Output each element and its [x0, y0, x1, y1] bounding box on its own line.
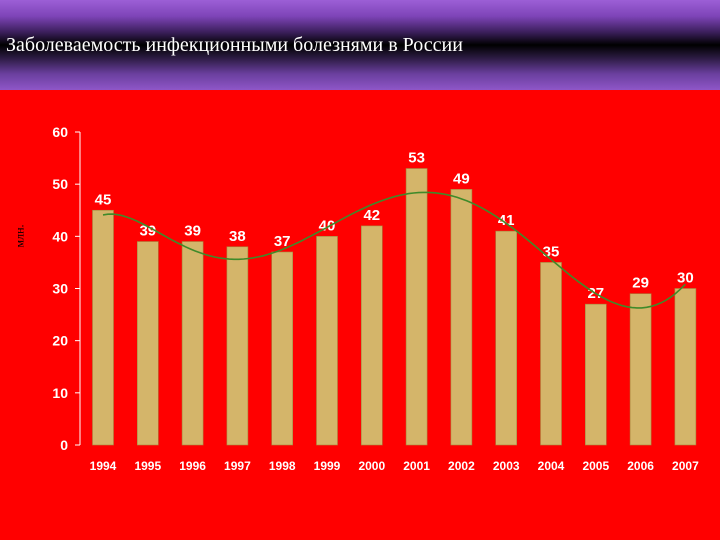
- x-tick-label: 2005: [582, 459, 609, 473]
- trend-line: [102, 191, 686, 309]
- bar: [181, 241, 204, 446]
- x-tick-label: 2002: [448, 459, 475, 473]
- y-tick-label: 0: [60, 437, 68, 453]
- x-tick-label: 1999: [314, 459, 341, 473]
- y-tick-label: 30: [52, 281, 68, 297]
- x-tick-label: 1994: [90, 459, 117, 473]
- x-tick-label: 1997: [224, 459, 251, 473]
- x-tick-label: 2003: [493, 459, 520, 473]
- data-label: 37: [274, 233, 291, 250]
- bar: [137, 241, 159, 446]
- bar: [405, 168, 428, 446]
- y-tick-label: 20: [52, 333, 68, 349]
- data-label: 49: [453, 170, 470, 187]
- data-label: 39: [139, 223, 156, 240]
- bar: [629, 293, 652, 446]
- data-label: 41: [498, 212, 515, 229]
- bar: [360, 225, 383, 446]
- x-tick-label: 2001: [403, 459, 430, 473]
- y-tick-label: 50: [52, 176, 68, 192]
- data-label: 39: [184, 223, 201, 240]
- x-tick-label: 2000: [358, 459, 385, 473]
- data-label: 29: [632, 275, 649, 292]
- bar: [226, 246, 249, 446]
- bar: [92, 209, 114, 446]
- y-tick-label: 40: [52, 228, 68, 244]
- bar: [584, 303, 607, 446]
- bar: [450, 189, 473, 446]
- data-label: 45: [95, 191, 112, 208]
- y-tick-label: 10: [52, 385, 68, 401]
- data-label: 42: [363, 207, 380, 224]
- data-label: 30: [677, 270, 694, 287]
- x-tick-label: 2006: [627, 459, 654, 473]
- bar: [316, 236, 338, 446]
- data-label: 40: [319, 217, 336, 234]
- data-label: 35: [543, 243, 560, 260]
- data-label: 38: [229, 228, 246, 245]
- x-tick-label: 2007: [672, 459, 699, 473]
- x-tick-label: 1996: [179, 459, 206, 473]
- bar: [674, 288, 697, 446]
- bar: [271, 251, 294, 446]
- y-tick-label: 60: [52, 124, 68, 140]
- x-tick-label: 2004: [538, 459, 565, 473]
- x-tick-label: 1998: [269, 459, 296, 473]
- data-label: 53: [408, 150, 425, 167]
- bar: [540, 262, 562, 446]
- bar: [495, 230, 518, 446]
- x-tick-label: 1995: [134, 459, 161, 473]
- page-title: Заболеваемость инфекционными болезнями в…: [6, 34, 463, 56]
- title-banner: Заболеваемость инфекционными болезнями в…: [0, 0, 720, 90]
